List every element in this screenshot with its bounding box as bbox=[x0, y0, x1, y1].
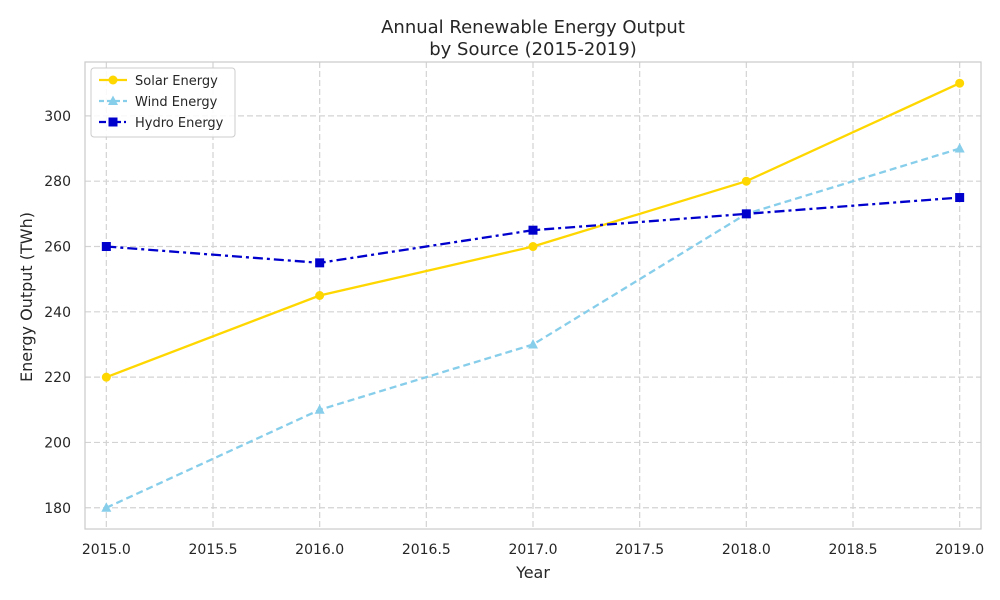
hydro-energy-point bbox=[101, 242, 111, 252]
y-tick-label: 200 bbox=[44, 435, 71, 451]
solar-energy-point bbox=[741, 176, 751, 186]
y-tick-label: 240 bbox=[44, 305, 71, 321]
hydro-energy-point bbox=[315, 258, 325, 268]
y-axis-label: Energy Output (TWh) bbox=[17, 212, 36, 382]
y-tick-label: 280 bbox=[44, 174, 71, 190]
wind-energy-point bbox=[314, 404, 325, 414]
legend-marker-solar-energy bbox=[108, 75, 118, 85]
y-tick-label: 300 bbox=[44, 109, 71, 125]
wind-energy-point bbox=[528, 338, 538, 349]
x-tick-label: 2017.5 bbox=[615, 542, 664, 558]
wind-energy-point bbox=[954, 143, 965, 153]
x-tick-label: 2018.0 bbox=[722, 542, 771, 558]
hydro-energy-point bbox=[955, 193, 965, 203]
x-tick-label: 2016.0 bbox=[295, 542, 344, 558]
y-tick-label: 260 bbox=[44, 240, 71, 256]
x-tick-label: 2019.0 bbox=[935, 542, 984, 558]
chart-title-line-2: by Source (2015-2019) bbox=[429, 39, 637, 60]
x-tick-label: 2018.5 bbox=[829, 542, 878, 558]
legend-marker-hydro-energy bbox=[108, 117, 118, 127]
hydro-energy-series bbox=[101, 193, 965, 268]
x-tick-label: 2015.5 bbox=[189, 542, 238, 558]
x-axis-label: Year bbox=[515, 563, 550, 582]
legend-box bbox=[90, 67, 236, 138]
solar-energy-point bbox=[315, 291, 325, 300]
legend-label-solar-energy: Solar Energy bbox=[135, 74, 218, 89]
solar-energy-point bbox=[528, 242, 538, 252]
legend-label-wind-energy: Wind Energy bbox=[135, 95, 218, 110]
x-tick-label: 2015.0 bbox=[82, 542, 131, 558]
legend-label-hydro-energy: Hydro Energy bbox=[135, 116, 224, 131]
hydro-energy-point bbox=[741, 209, 751, 219]
x-tick-label: 2017.0 bbox=[509, 542, 558, 558]
solar-energy-point bbox=[955, 78, 965, 88]
legend: Solar Energy Wind Energy Hydro Energy bbox=[90, 67, 236, 138]
chart-title-line-1: Annual Renewable Energy Output bbox=[381, 17, 685, 38]
legend-marker-wind-energy bbox=[108, 95, 118, 105]
solar-energy-point bbox=[101, 372, 111, 382]
solar-energy-series bbox=[101, 78, 965, 382]
y-tick-label: 180 bbox=[44, 501, 71, 517]
y-tick-label: 220 bbox=[44, 370, 71, 386]
wind-energy-point bbox=[101, 502, 112, 512]
hydro-energy-point bbox=[528, 225, 538, 235]
x-tick-label: 2016.5 bbox=[402, 542, 451, 558]
plot-frame bbox=[84, 61, 982, 530]
